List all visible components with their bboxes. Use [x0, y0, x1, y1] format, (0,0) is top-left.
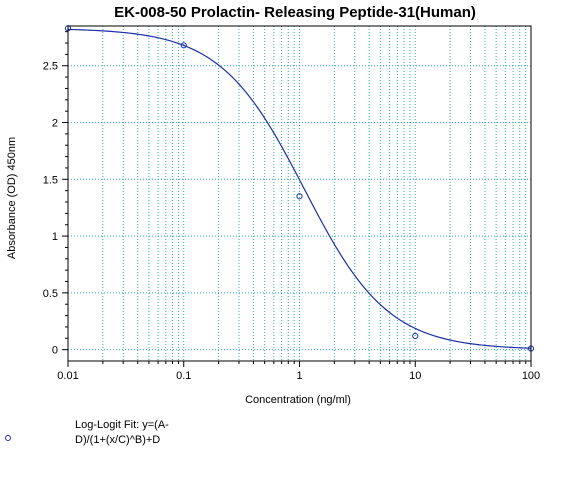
y-tick-label: 0.5 — [43, 288, 58, 300]
data-point — [296, 193, 303, 200]
x-tick-label: 0.01 — [57, 370, 78, 382]
chart-title: EK-008-50 Prolactin- Releasing Peptide-3… — [114, 4, 476, 21]
x-tick-label: 0.1 — [176, 370, 191, 382]
y-tick-label: 2 — [52, 118, 58, 130]
legend: Log-Logit Fit: y=(A- D)/(1+(x/C)^B)+D — [5, 419, 169, 446]
y-tick-label: 1.5 — [43, 174, 58, 186]
legend-marker — [5, 435, 11, 441]
x-tick-label: 100 — [522, 370, 540, 382]
x-axis-label: Concentration (ng/ml) — [245, 394, 351, 406]
data-point — [180, 42, 187, 49]
y-tick-label: 1 — [52, 231, 58, 243]
fit-curve — [67, 28, 532, 349]
plot-frame — [67, 25, 532, 362]
legend-label-line-1: Log-Logit Fit: y=(A- — [75, 419, 169, 431]
data-point — [412, 332, 419, 340]
x-tick-label: 1 — [296, 370, 302, 382]
y-tick-label: 0 — [52, 345, 58, 357]
x-tick-label: 10 — [409, 370, 421, 382]
y-tick-label: 2.5 — [43, 61, 58, 73]
tick-labels: 0.01 0.1 1 10 100 0 0.5 1 1.5 2 2.5 — [43, 61, 540, 382]
y-axis-label: Absorbance (OD) 450nm — [6, 137, 18, 259]
legend-label-line-2: D)/(1+(x/C)^B)+D — [75, 434, 160, 446]
